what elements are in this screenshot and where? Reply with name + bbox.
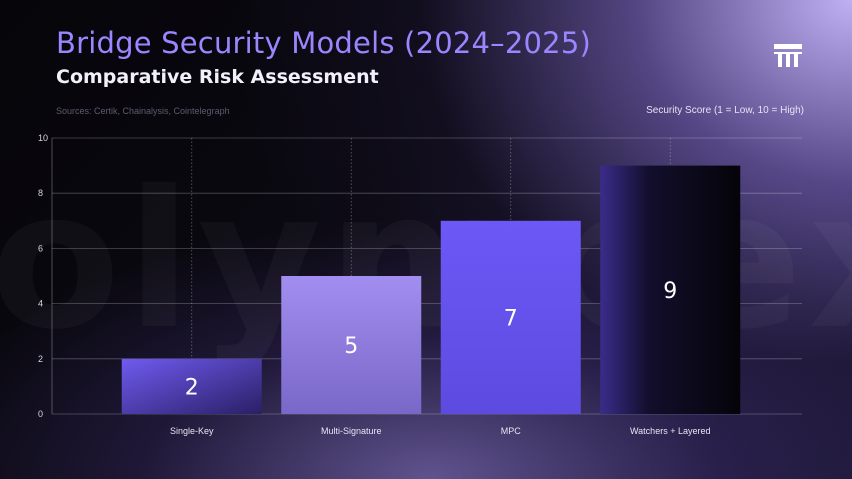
chart-title: Bridge Security Models (2024–2025) [56, 26, 591, 60]
y-tick-label: 0 [38, 409, 43, 419]
x-tick-label: Multi-Signature [321, 426, 382, 436]
data-label: 7 [504, 306, 518, 331]
y-tick-label: 6 [38, 243, 43, 253]
y-tick-label: 8 [38, 188, 43, 198]
bar-watchers-layered [600, 165, 741, 414]
data-label: 9 [663, 279, 677, 304]
x-tick-label: Watchers + Layered [630, 426, 710, 436]
x-tick-label: Single-Key [170, 426, 214, 436]
y-tick-label: 2 [38, 354, 43, 364]
y-tick-label: 10 [38, 133, 48, 143]
bar-mpc [440, 220, 581, 414]
bar-single-key [121, 358, 262, 414]
bar-multi-signature [281, 276, 422, 414]
chart-subtitle: Comparative Risk Assessment [56, 66, 379, 88]
y-tick-label: 4 [38, 299, 43, 309]
legend-series-label: Security Score (1 = Low, 10 = High) [646, 105, 804, 116]
data-label: 2 [185, 375, 199, 400]
sources-note: Sources: Certik, Chainalysis, Cointelegr… [56, 106, 230, 116]
columns-logo-icon [774, 44, 802, 67]
data-label: 5 [344, 334, 358, 359]
x-tick-label: MPC [501, 426, 522, 436]
